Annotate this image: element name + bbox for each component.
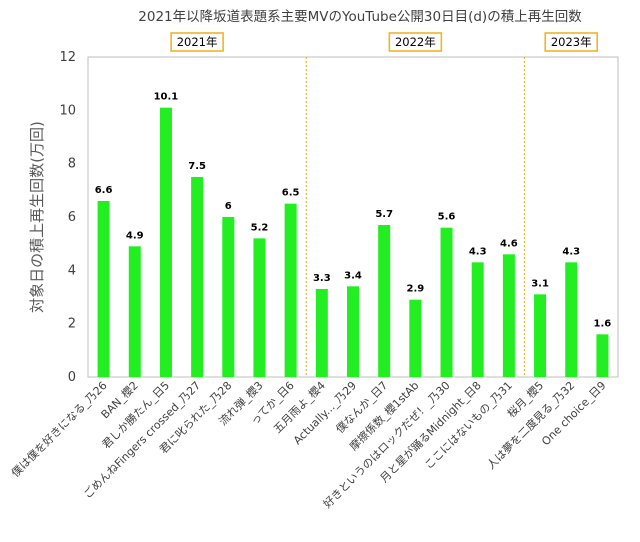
data-label: 4.9 — [126, 230, 144, 241]
bar — [159, 107, 172, 378]
year-box — [170, 32, 224, 52]
data-label: 4.3 — [562, 246, 580, 257]
bar — [97, 201, 110, 377]
data-label: 6.5 — [282, 188, 300, 199]
y-tick-label: 12 — [59, 50, 76, 65]
y-tick-label: 10 — [59, 103, 76, 118]
plot-area: 0 2 4 6 8 10 12 2021年 2022年 2023年 6.6 僕は僕を好きになる_乃26… — [8, 32, 619, 511]
bar — [565, 262, 578, 377]
data-label: 6.6 — [95, 185, 113, 196]
y-tick-label: 6 — [68, 210, 76, 225]
data-label: 4.6 — [500, 238, 518, 249]
bar — [191, 177, 204, 377]
bar — [222, 217, 235, 377]
year-label: 2021年 — [177, 35, 218, 49]
data-label: 3.4 — [344, 270, 362, 281]
year-box — [388, 32, 443, 52]
year-box — [544, 32, 599, 52]
data-label: 5.2 — [251, 222, 269, 233]
data-label: 3.3 — [313, 273, 331, 284]
chart-title: 2021年以降坂道表題系主要MVのYouTube公開30日目(d)の積上再生回数 — [138, 9, 582, 25]
y-tick-label: 2 — [68, 317, 76, 332]
data-label: 5.6 — [438, 212, 456, 223]
year-label: 2023年 — [551, 35, 592, 49]
data-label: 3.1 — [531, 278, 549, 289]
data-label: 7.5 — [188, 161, 206, 172]
y-tick-label: 8 — [68, 157, 76, 172]
bar — [534, 294, 547, 377]
y-tick-label: 0 — [68, 370, 76, 385]
bar — [471, 262, 484, 377]
bar — [440, 227, 453, 377]
data-label: 10.1 — [154, 92, 179, 103]
bar — [502, 254, 515, 377]
data-label: 6 — [225, 201, 232, 212]
bar — [284, 203, 297, 377]
bar — [315, 289, 328, 377]
bar — [378, 225, 391, 377]
bar — [409, 299, 422, 377]
y-axis-label: 対象日の積上再生回数(万回) — [28, 121, 46, 313]
data-label: 2.9 — [406, 284, 424, 295]
bar — [128, 246, 141, 377]
category-label: 僕は僕を好きになる_乃26 — [8, 378, 109, 479]
bar — [347, 286, 359, 377]
bar — [253, 238, 266, 377]
data-label: 4.3 — [469, 246, 487, 257]
data-label: 5.7 — [375, 209, 393, 220]
year-label: 2022年 — [395, 35, 436, 49]
y-tick-label: 4 — [68, 263, 76, 278]
data-label: 1.6 — [594, 318, 612, 329]
bar — [596, 334, 609, 377]
